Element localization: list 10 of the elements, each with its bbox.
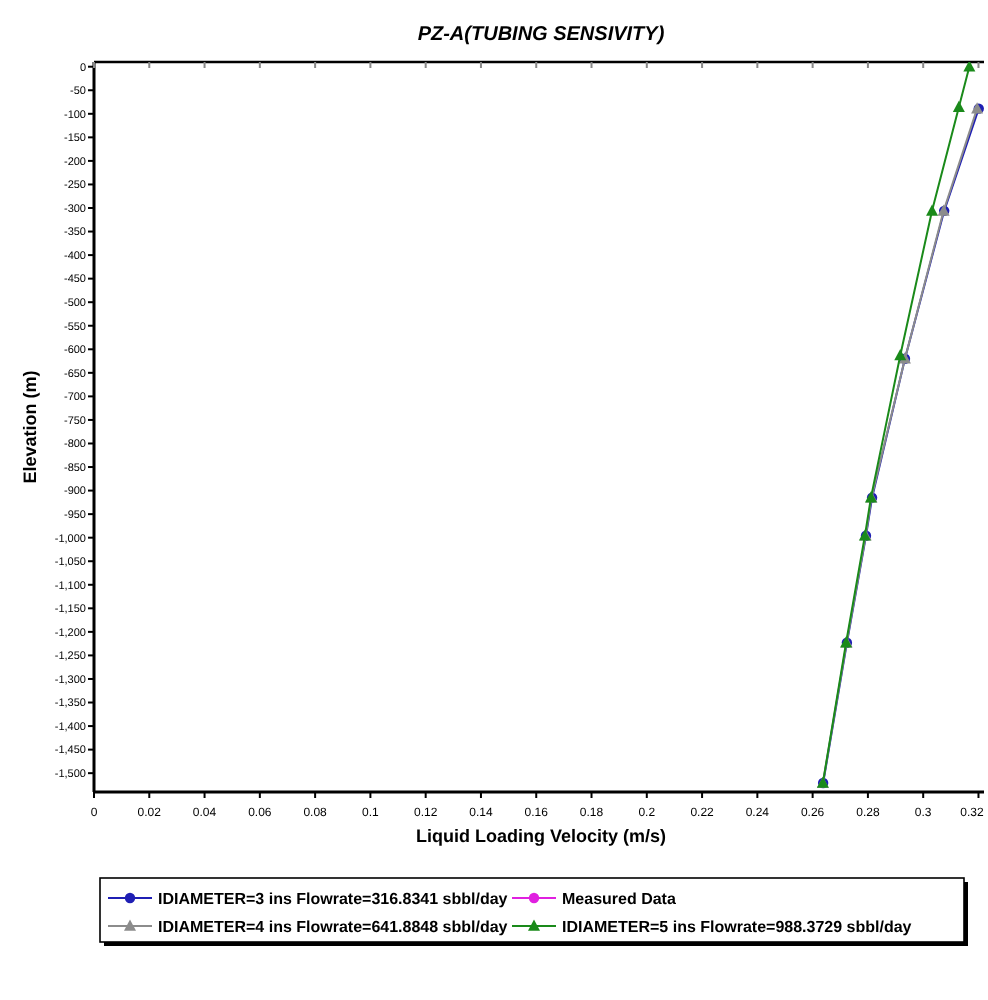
point <box>963 62 976 72</box>
x-axis-title: Liquid Loading Velocity (m/s) <box>415 826 667 846</box>
y-axis-title: Elevation (m) <box>20 370 40 484</box>
point <box>926 204 939 216</box>
legend-label: IDIAMETER=4 ins Flowrate=641.8848 sbbl/day <box>158 917 509 936</box>
legend-label: IDIAMETER=5 ins Flowrate=988.3729 sbbl/day <box>562 917 913 936</box>
chart-title: PZ-A(TUBING SENSIVITY) <box>417 24 666 46</box>
point <box>952 100 965 113</box>
legend-label: Measured Data <box>562 889 677 908</box>
legend-label: IDIAMETER=3 ins Flowrate=316.8341 sbbl/day <box>158 889 509 908</box>
